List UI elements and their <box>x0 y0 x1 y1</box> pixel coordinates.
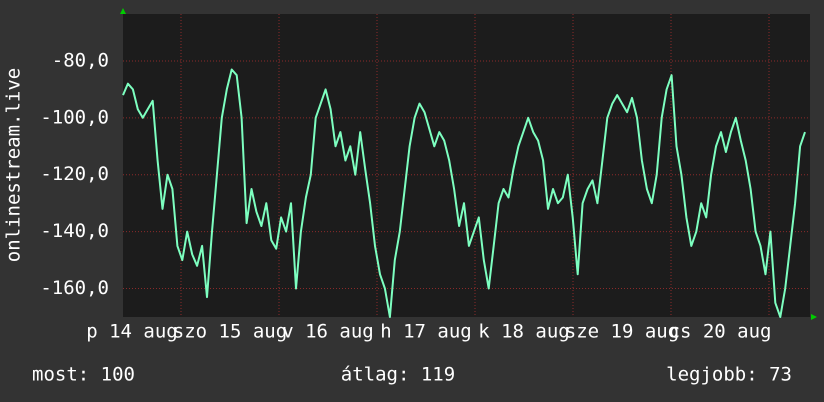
y-axis-label: onlinestream.live <box>3 68 25 262</box>
y-tick-label: -140,0 <box>40 220 109 242</box>
y-tick-label: -80,0 <box>52 49 109 71</box>
x-tick-label: sze 19 aug <box>565 321 679 343</box>
stat-average: átlag: 119 <box>341 364 455 386</box>
y-tick-label: -120,0 <box>40 163 109 185</box>
x-tick-label: cs 20 aug <box>669 321 772 343</box>
x-tick-label: v 16 aug <box>282 321 374 343</box>
x-tick-label: p 14 aug <box>86 321 178 343</box>
stat-best: legjobb: 73 <box>666 364 792 386</box>
x-tick-label: h 17 aug <box>380 321 472 343</box>
x-tick-label: k 18 aug <box>478 321 570 343</box>
plot-area <box>123 14 810 317</box>
y-arrow <box>120 8 126 14</box>
y-tick-label: -100,0 <box>40 106 109 128</box>
stat-now: most: 100 <box>32 364 135 386</box>
y-tick-label: -160,0 <box>40 277 109 299</box>
data-line <box>122 68 806 318</box>
x-tick-label: szo 15 aug <box>173 321 287 343</box>
x-arrow <box>811 314 817 320</box>
